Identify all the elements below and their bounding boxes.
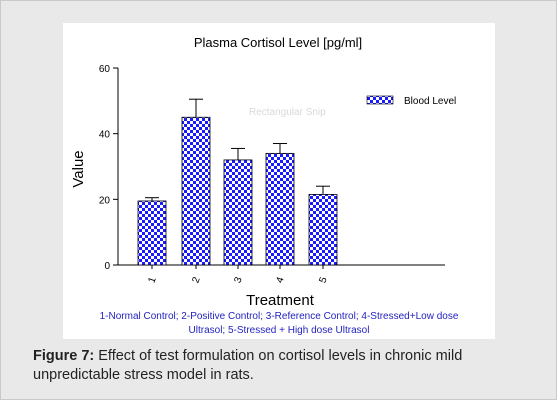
- x-tick-label-2: 2: [191, 275, 203, 284]
- chart-title: Plasma Cortisol Level [pg/ml]: [194, 35, 362, 50]
- footnote-line-1: 1-Normal Control; 2-Positive Control; 3-…: [99, 311, 459, 322]
- y-tick-label: 20: [99, 195, 111, 206]
- figure-caption: Figure 7: Effect of test formulation on …: [33, 347, 533, 385]
- legend: Blood Level: [366, 95, 456, 107]
- bars: [137, 116, 338, 266]
- error-bars: [145, 98, 330, 201]
- legend-swatch: [366, 95, 394, 105]
- treatment-footnote: 1-Normal Control; 2-Positive Control; 3-…: [63, 310, 495, 338]
- y-tick-label: 60: [99, 64, 111, 75]
- caption-text: Effect of test formulation on cortisol l…: [33, 348, 463, 383]
- x-tick-label-4: 4: [275, 275, 287, 284]
- y-tick-label: 40: [99, 130, 111, 141]
- bar-5: [308, 194, 338, 266]
- legend-label: Blood Level: [404, 96, 456, 107]
- x-axis: 1 2 3 4 5: [118, 264, 445, 285]
- bar-4: [265, 152, 295, 266]
- x-tick-label-3: 3: [233, 275, 245, 284]
- footnote-line-2: Ultrasol; 5-Stressed + High dose Ultraso…: [188, 325, 370, 336]
- watermark-text: Rectangular Snip: [249, 107, 326, 118]
- x-tick-label-5: 5: [318, 275, 330, 284]
- y-tick-label: 0: [104, 261, 110, 272]
- y-axis-label: Value: [70, 150, 87, 187]
- x-axis-label: Treatment: [246, 292, 315, 309]
- bar-2: [181, 116, 211, 266]
- caption-label: Figure 7:: [33, 348, 95, 364]
- x-tick-label-1: 1: [147, 275, 159, 284]
- y-axis: 0 20 40 60: [99, 64, 119, 272]
- bar-1: [137, 200, 167, 266]
- bar-3: [223, 159, 253, 266]
